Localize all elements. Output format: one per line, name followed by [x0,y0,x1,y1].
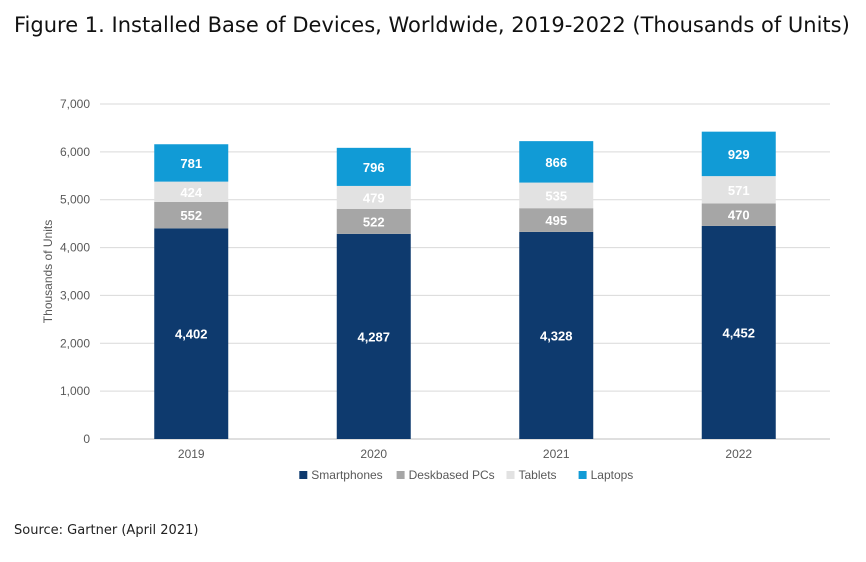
y-tick-label: 0 [83,432,90,446]
data-label: 866 [545,155,567,170]
bar-segment [336,208,411,234]
y-tick-label: 1,000 [60,384,90,398]
legend-swatch [299,471,308,479]
y-tick-label: 7,000 [60,97,90,111]
data-label: 781 [180,156,202,171]
source-note: Source: Gartner (April 2021) [14,523,199,538]
bar-segment [701,225,776,439]
bar-segment [336,185,411,209]
legend-label: Tablets [519,468,557,482]
data-label: 552 [180,208,202,223]
x-tick-label: 2021 [543,447,570,461]
bar-segment [154,144,229,182]
data-label: 796 [363,160,385,175]
bar-segment [154,228,229,439]
data-label: 4,287 [357,329,390,344]
data-label: 470 [728,208,750,223]
bar-segment [701,131,776,177]
bar-segment [701,203,776,226]
x-tick-label: 2020 [360,447,387,461]
legend-label: Smartphones [311,468,382,482]
bar-segment [701,176,776,204]
data-label: 535 [545,188,567,203]
data-label: 424 [180,185,202,200]
legend-swatch [396,471,405,479]
y-tick-label: 2,000 [60,336,90,350]
x-tick-label: 2019 [178,447,205,461]
bar-segment [154,201,229,229]
bar-segment [519,208,594,232]
stacked-bar-chart: 0 1,000 2,000 3,000 4,000 5,000 6,000 7,000 Thou… [41,97,830,482]
y-axis-label: Thousands of Units [41,220,55,323]
data-label: 4,328 [540,328,573,343]
bar-segment [519,182,594,209]
legend-label: Laptops [591,468,634,482]
x-tick-label: 2022 [725,447,752,461]
bar-segment [154,181,229,202]
data-label: 4,452 [722,325,755,340]
y-tick-label: 5,000 [60,193,90,207]
data-label: 479 [363,190,385,205]
chart-title: Figure 1. Installed Base of Devices, Wor… [14,13,850,37]
bar-segment [336,233,411,439]
y-tick-label: 6,000 [60,145,90,159]
bar-segment [519,141,594,183]
y-tick-label: 4,000 [60,241,90,255]
data-label: 495 [545,213,567,228]
bar-segment [336,147,411,186]
data-label: 522 [363,214,385,229]
bar-segment [519,231,594,439]
chart-area: 0 1,000 2,000 3,000 4,000 5,000 6,000 7,000 Thou… [0,90,866,500]
data-label: 571 [728,183,750,198]
legend-swatch [506,471,515,479]
legend-label: Deskbased PCs [409,468,495,482]
data-label: 929 [728,147,750,162]
legend-swatch [578,471,587,479]
y-tick-label: 3,000 [60,288,90,302]
data-label: 4,402 [175,327,208,342]
